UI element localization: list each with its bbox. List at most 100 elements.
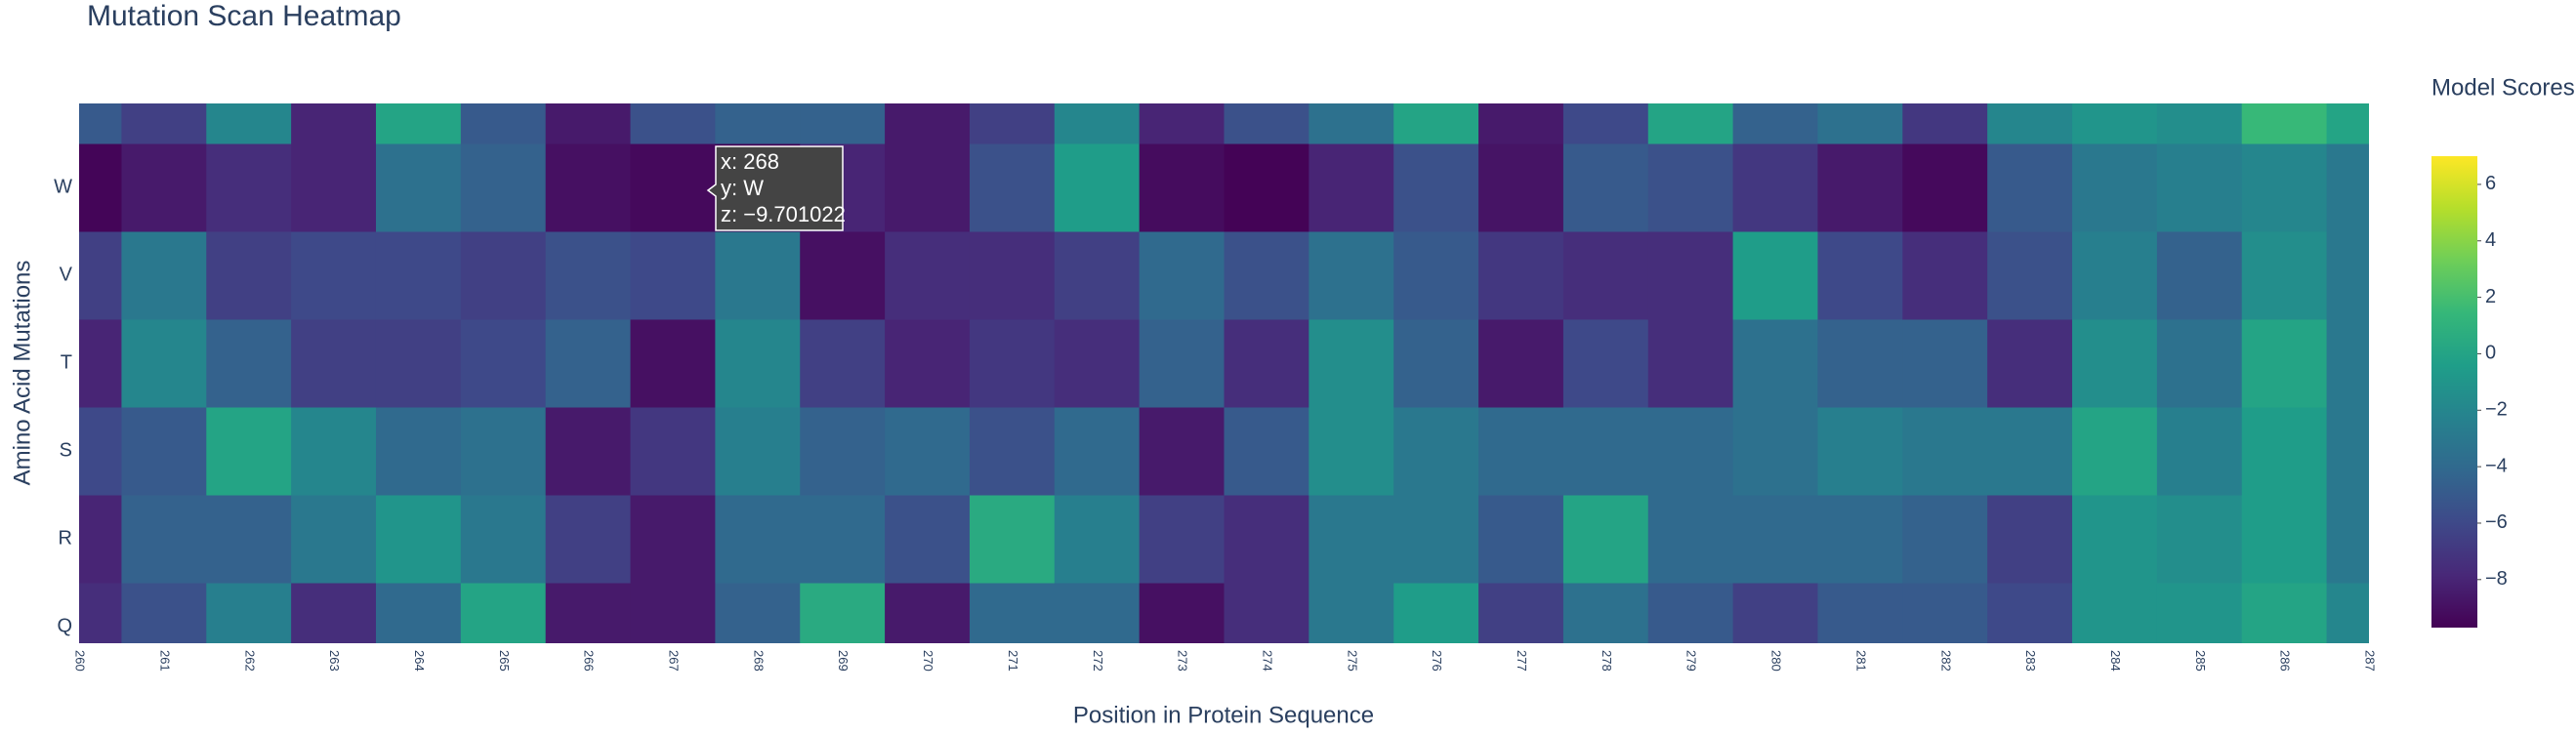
heatmap-cell xyxy=(1309,495,1394,584)
heatmap-cell xyxy=(375,583,462,643)
heatmap-cell xyxy=(2072,407,2158,496)
heatmap-cell xyxy=(715,103,801,144)
y-tick-label: R xyxy=(59,527,72,549)
heatmap-cell xyxy=(2241,319,2328,408)
colorbar-title: Model Scores xyxy=(2431,74,2575,101)
colorbar-tick-label: 0 xyxy=(2485,343,2496,364)
heatmap-cell xyxy=(1478,319,1564,408)
heatmap-cell xyxy=(630,583,716,643)
heatmap-cell xyxy=(1817,319,1903,408)
heatmap-cell xyxy=(885,143,971,232)
colorbar-tick-label: 6 xyxy=(2485,173,2496,194)
heatmap-cell xyxy=(1139,143,1225,232)
heatmap-cell xyxy=(2156,231,2243,320)
heatmap-cell xyxy=(1224,103,1309,144)
x-tick-label: 284 xyxy=(2108,650,2123,672)
heatmap-cell xyxy=(1817,583,1903,643)
heatmap-cell xyxy=(121,231,207,320)
heatmap-cell xyxy=(206,495,292,584)
heatmap-cell xyxy=(630,407,716,496)
heatmap-cell xyxy=(79,583,122,643)
x-tick-label: 272 xyxy=(1091,650,1105,672)
x-tick-label: 278 xyxy=(1600,650,1614,672)
heatmap-cell xyxy=(121,407,207,496)
heatmap-cell xyxy=(206,143,292,232)
heatmap-cell xyxy=(1562,143,1649,232)
heatmap-cell xyxy=(1393,231,1479,320)
heatmap-cell xyxy=(715,495,801,584)
heatmap-cell xyxy=(79,143,122,232)
heatmap-cell xyxy=(1647,583,1734,643)
heatmap-cell xyxy=(1562,495,1649,584)
heatmap-cell xyxy=(800,319,886,408)
heatmap-cell xyxy=(1647,319,1734,408)
heatmap-cell xyxy=(1054,495,1141,584)
heatmap-cell xyxy=(121,143,207,232)
heatmap-cell xyxy=(2241,103,2328,144)
heatmap-cell xyxy=(1224,407,1309,496)
x-tick-label: 260 xyxy=(73,650,88,672)
x-tick-label: 286 xyxy=(2278,650,2293,672)
heatmap-cell xyxy=(1393,407,1479,496)
heatmap-cell xyxy=(1562,407,1649,496)
x-tick-label: 277 xyxy=(1515,650,1529,672)
heatmap-cell xyxy=(460,407,547,496)
heatmap-cell xyxy=(2326,319,2369,408)
heatmap-cell xyxy=(375,143,462,232)
x-tick-label: 275 xyxy=(1345,650,1359,672)
heatmap-cell xyxy=(1224,319,1309,408)
heatmap-cell xyxy=(2072,319,2158,408)
heatmap-cell xyxy=(1054,231,1141,320)
heatmap-cell xyxy=(1224,231,1309,320)
heatmap-cell xyxy=(1647,231,1734,320)
heatmap-cell xyxy=(1987,319,2073,408)
heatmap-cell xyxy=(1647,495,1734,584)
y-tick-label: V xyxy=(60,264,73,285)
heatmap-cell xyxy=(800,231,886,320)
heatmap-cell xyxy=(206,103,292,144)
heatmap-cell xyxy=(715,583,801,643)
heatmap-cell xyxy=(885,231,971,320)
heatmap-cell xyxy=(2072,103,2158,144)
heatmap-cell xyxy=(715,319,801,408)
heatmap-cell xyxy=(545,583,632,643)
heatmap-cell xyxy=(969,103,1056,144)
heatmap-cell xyxy=(1393,319,1479,408)
heatmap-cell xyxy=(1393,143,1479,232)
heatmap-cell xyxy=(460,319,547,408)
heatmap-cell xyxy=(1987,583,2073,643)
heatmap-cell xyxy=(1309,583,1394,643)
heatmap-cell xyxy=(885,319,971,408)
heatmap-cell xyxy=(1987,495,2073,584)
chart-title: Mutation Scan Heatmap xyxy=(87,0,401,32)
heatmap-cell xyxy=(2156,407,2243,496)
heatmap-cell xyxy=(630,103,716,144)
colorbar-tick-label: −4 xyxy=(2485,455,2508,476)
heatmap-cell xyxy=(1478,495,1564,584)
x-tick-label: 263 xyxy=(327,650,342,672)
heatmap-cell xyxy=(1054,103,1141,144)
x-axis-title: Position in Protein Sequence xyxy=(1073,702,1374,728)
heatmap-cell xyxy=(1309,143,1394,232)
colorbar-tick-label: 2 xyxy=(2485,286,2496,307)
heatmap-cell xyxy=(800,103,886,144)
tooltip-text: z: −9.701022 xyxy=(721,202,846,226)
heatmap-cell xyxy=(291,319,377,408)
heatmap-cell xyxy=(291,143,377,232)
x-tick-label: 285 xyxy=(2193,650,2208,672)
heatmap-cell xyxy=(2156,143,2243,232)
colorbar-tick-label: −6 xyxy=(2485,511,2508,533)
heatmap-cell xyxy=(1732,407,1818,496)
y-axis-title: Amino Acid Mutations xyxy=(9,261,35,486)
y-tick-label: T xyxy=(61,351,72,373)
x-tick-label: 282 xyxy=(1938,650,1953,672)
heatmap-cell xyxy=(460,143,547,232)
heatmap-cell xyxy=(291,495,377,584)
heatmap-cell xyxy=(969,407,1056,496)
heatmap-cell xyxy=(885,495,971,584)
heatmap-cell xyxy=(460,583,547,643)
heatmap-cell xyxy=(969,143,1056,232)
heatmap-cell xyxy=(1054,583,1141,643)
heatmap-cell xyxy=(1478,407,1564,496)
